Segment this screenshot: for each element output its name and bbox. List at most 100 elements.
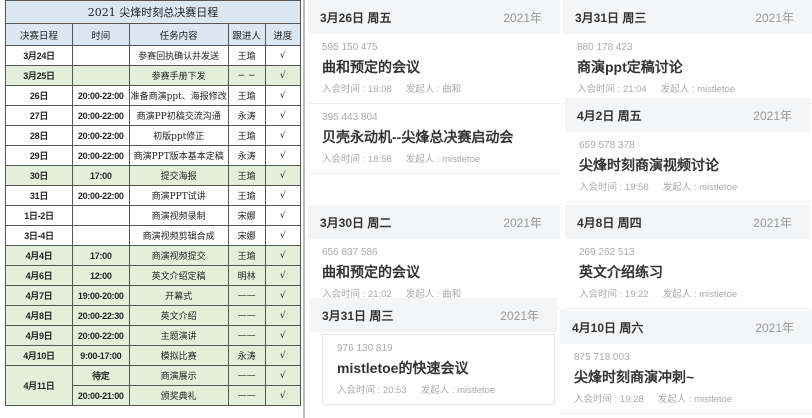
cell-date[interactable]: 4月9日 [5,325,73,346]
cell-person[interactable]: 王瑜 [227,125,266,146]
cell-task[interactable]: 商演视频剪辑合成 [128,225,229,246]
cell-time[interactable]: 20:00-22:00 [71,185,130,206]
cell-date[interactable]: 27日 [5,105,73,126]
cell-date[interactable]: 31日 [5,185,73,206]
cell-progress[interactable]: √ [264,385,302,406]
cell-date[interactable]: 29日 [5,145,73,166]
cell-task[interactable]: 商演PPT版本基本定稿 [128,145,229,166]
cell-task[interactable]: 主题演讲 [128,325,229,346]
cell-person[interactable]: − − [227,65,266,86]
cell-progress[interactable]: √ [264,65,302,86]
cell-progress[interactable]: √ [264,325,302,346]
meeting-item[interactable]: 659 578 378 尖烽时刻商演视频讨论 入会时间 : 19:58 发起人 :… [565,132,810,202]
cell-task[interactable]: 参赛手册下发 [128,65,229,86]
cell-person[interactable]: —— [227,305,266,326]
join-time: 入会时间 : 18:58 [322,154,392,165]
cell-date[interactable]: 1日-2日 [5,205,73,226]
cell-person[interactable]: —— [227,385,266,406]
meeting-item[interactable]: 875 718 003 尖烽时刻商演冲刺~ 入会时间 : 19:28 发起人 : … [560,344,812,414]
meeting-item[interactable]: 269 262 513 英文介绍练习 入会时间 : 19:22 发起人 : mis… [565,239,810,309]
cell-time[interactable]: 20:00-21:00 [71,385,130,406]
cell-progress[interactable]: √ [264,165,302,186]
cell-person[interactable]: —— [227,365,266,386]
cell-task[interactable]: 提交海报 [128,165,229,186]
cell-progress[interactable]: √ [264,205,302,226]
cell-progress[interactable]: √ [264,45,302,66]
cell-time[interactable] [71,45,130,66]
cell-task[interactable]: 初版ppt修正 [128,125,229,146]
cell-person[interactable]: 王瑜 [227,245,266,266]
cell-date[interactable]: 28日 [5,125,73,146]
cell-time[interactable]: 17:00 [71,245,130,266]
cell-person[interactable]: 王瑜 [227,185,266,206]
cell-task[interactable]: 英文介绍 [128,305,229,326]
cell-progress[interactable]: √ [264,305,302,326]
cell-date[interactable]: 4月7日 [5,285,73,306]
cell-person[interactable]: 明林 [227,265,266,286]
cell-date[interactable]: 4月10日 [5,345,73,366]
cell-time[interactable]: 20:00-22:00 [71,125,130,146]
cell-time[interactable]: 19:00-20:00 [71,285,130,306]
cell-progress[interactable]: √ [264,245,302,266]
cell-person[interactable]: 王瑜 [227,85,266,106]
cell-person[interactable]: 永涛 [227,345,266,366]
cell-date[interactable]: 4月11日 [5,365,73,406]
cell-person[interactable]: 王瑜 [227,45,266,66]
cell-time[interactable]: 20:00-22:00 [71,85,130,106]
meeting-item[interactable]: 395 443 804 贝壳永动机--尖烽总决赛启动会 入会时间 : 18:58… [308,104,560,174]
meeting-item[interactable]: 595 150 475 曲和预定的会议 入会时间 : 19:08 发起人 : 曲和 [308,34,560,104]
cell-progress[interactable]: √ [264,105,302,126]
cell-date[interactable]: 3日-4日 [5,225,73,246]
cell-progress[interactable]: √ [264,365,302,386]
cell-time[interactable]: 17:00 [71,165,130,186]
cell-progress[interactable]: √ [264,145,302,166]
cell-progress[interactable]: √ [264,265,302,286]
host-label: 发起人 : [657,394,695,405]
cell-task[interactable]: 商演视频录制 [128,205,229,226]
cell-time[interactable]: 20:00-22:00 [71,145,130,166]
cell-time[interactable]: 9:00-17:00 [71,345,130,366]
cell-task[interactable]: 模拟比赛 [128,345,229,366]
cell-time[interactable]: 20:00-22:30 [71,305,130,326]
cell-time[interactable] [71,205,130,226]
cell-task[interactable]: 商演视频提交 [128,245,229,266]
cell-person[interactable]: 宋娜 [227,225,266,246]
cell-task[interactable]: 商演展示 [128,365,229,386]
cell-date[interactable]: 4月6日 [5,265,73,286]
cell-person[interactable]: 王瑜 [227,165,266,186]
meeting-item[interactable]: 880 178 423 商演ppt定稿讨论 入会时间 : 21:04 发起人 : … [563,34,812,104]
cell-person[interactable]: 宋娜 [227,205,266,226]
cell-progress[interactable]: √ [264,225,302,246]
cell-time[interactable]: 20:00-22:00 [71,325,130,346]
meeting-item[interactable]: 976 130 819 mistletoe的快速会议 入会时间 : 20:53 发… [322,334,555,405]
cell-time[interactable]: 12:00 [71,265,130,286]
cell-person[interactable]: 永涛 [227,145,266,166]
cell-task[interactable]: 颁奖典礼 [128,385,229,406]
sheet-title: 2021 尖烽时刻总决赛日程 [5,0,301,24]
cell-date[interactable]: 4月8日 [5,305,73,326]
cell-task[interactable]: 开幕式 [128,285,229,306]
cell-task[interactable]: 商演PP初稿交流沟通 [128,105,229,126]
cell-progress[interactable]: √ [264,345,302,366]
cell-person[interactable]: —— [227,285,266,306]
cell-task[interactable]: 商演PPT试讲 [128,185,229,206]
cell-date[interactable]: 30日 [5,165,73,186]
cell-date[interactable]: 4月4日 [5,245,73,266]
cell-person[interactable]: —— [227,325,266,346]
cell-time[interactable] [71,225,130,246]
cell-task[interactable]: 准备商演ppt、海报修改 [128,85,229,106]
table-row: 4月9日 20:00-22:00 主题演讲 —— √ [5,325,302,346]
cell-time[interactable] [71,65,130,86]
cell-time[interactable]: 20:00-22:00 [71,105,130,126]
cell-progress[interactable]: √ [264,85,302,106]
cell-date[interactable]: 26日 [5,85,73,106]
cell-progress[interactable]: √ [264,185,302,206]
cell-date[interactable]: 3月24日 [5,45,73,66]
cell-time[interactable]: 待定 [71,365,130,386]
cell-task[interactable]: 参赛回执确认并发送 [128,45,229,66]
cell-progress[interactable]: √ [264,125,302,146]
cell-progress[interactable]: √ [264,285,302,306]
cell-person[interactable]: 永涛 [227,105,266,126]
cell-date[interactable]: 3月25日 [5,65,73,86]
cell-task[interactable]: 英文介绍定稿 [128,265,229,286]
